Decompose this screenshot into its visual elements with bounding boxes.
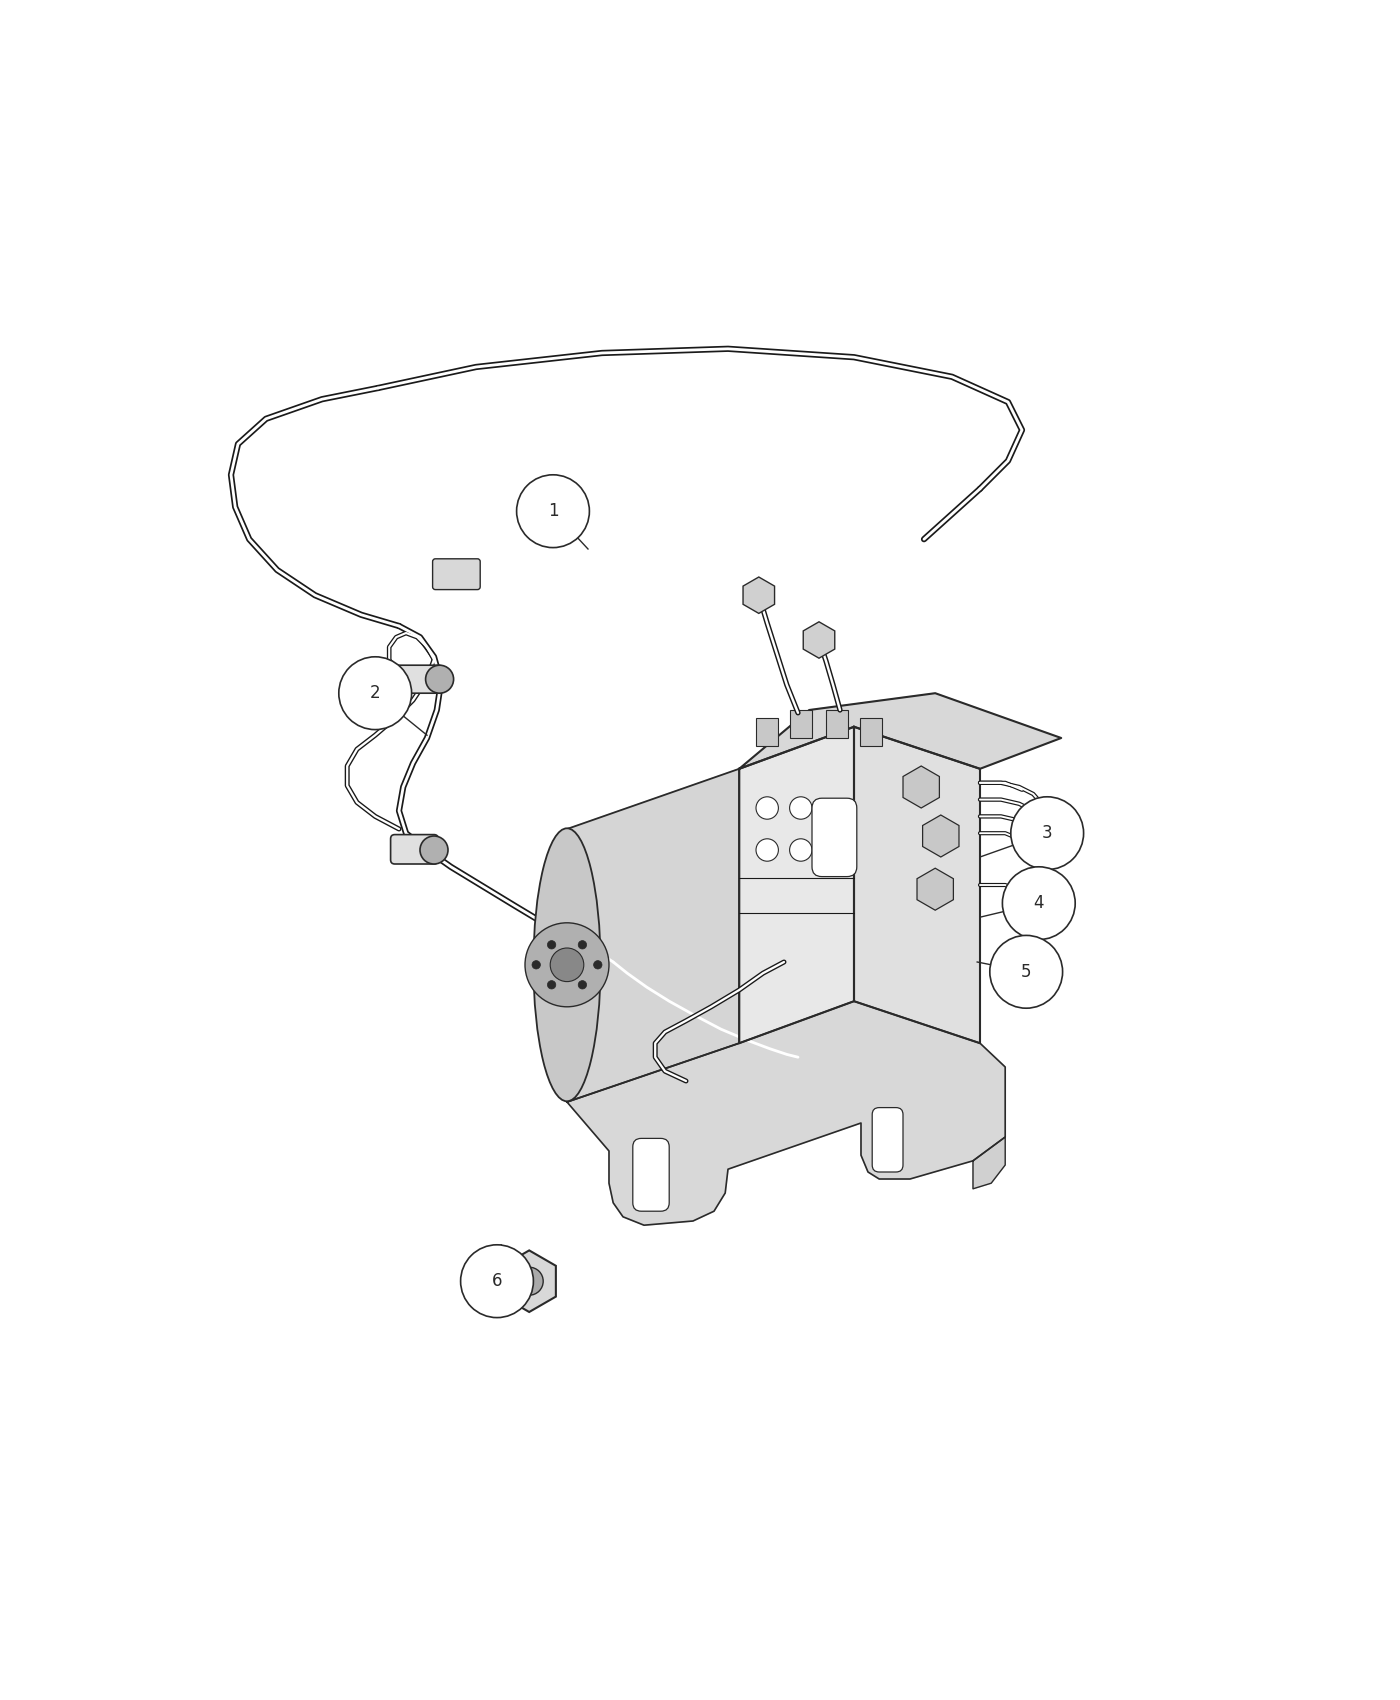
Circle shape — [339, 656, 412, 729]
Circle shape — [532, 960, 540, 969]
FancyBboxPatch shape — [391, 835, 438, 864]
Polygon shape — [973, 1137, 1005, 1188]
FancyBboxPatch shape — [812, 799, 857, 877]
Circle shape — [426, 665, 454, 694]
Circle shape — [1002, 867, 1075, 940]
Circle shape — [517, 474, 589, 547]
Text: 6: 6 — [491, 1272, 503, 1290]
Text: 4: 4 — [1033, 894, 1044, 913]
Ellipse shape — [533, 828, 601, 1102]
Circle shape — [550, 949, 584, 981]
Circle shape — [420, 836, 448, 864]
Bar — [826, 711, 848, 738]
Bar — [860, 719, 882, 746]
Circle shape — [756, 797, 778, 819]
Circle shape — [594, 960, 602, 969]
Circle shape — [756, 838, 778, 862]
Polygon shape — [739, 728, 854, 1044]
Polygon shape — [567, 768, 739, 1102]
FancyBboxPatch shape — [395, 665, 442, 694]
FancyBboxPatch shape — [872, 1108, 903, 1171]
Circle shape — [515, 1266, 543, 1295]
Polygon shape — [854, 728, 980, 1044]
Text: 3: 3 — [1042, 824, 1053, 842]
Circle shape — [790, 797, 812, 819]
Circle shape — [525, 923, 609, 1006]
Circle shape — [547, 981, 556, 989]
Circle shape — [1011, 797, 1084, 870]
Text: 5: 5 — [1021, 962, 1032, 981]
FancyBboxPatch shape — [433, 559, 480, 590]
Bar — [790, 711, 812, 738]
FancyBboxPatch shape — [633, 1139, 669, 1210]
Circle shape — [790, 838, 812, 862]
Text: 2: 2 — [370, 683, 381, 702]
Circle shape — [990, 935, 1063, 1008]
Circle shape — [578, 940, 587, 949]
Circle shape — [578, 981, 587, 989]
Circle shape — [547, 940, 556, 949]
Circle shape — [461, 1244, 533, 1318]
Polygon shape — [567, 1001, 1005, 1226]
Bar — [756, 719, 778, 746]
Polygon shape — [739, 694, 1061, 768]
Text: 1: 1 — [547, 502, 559, 520]
